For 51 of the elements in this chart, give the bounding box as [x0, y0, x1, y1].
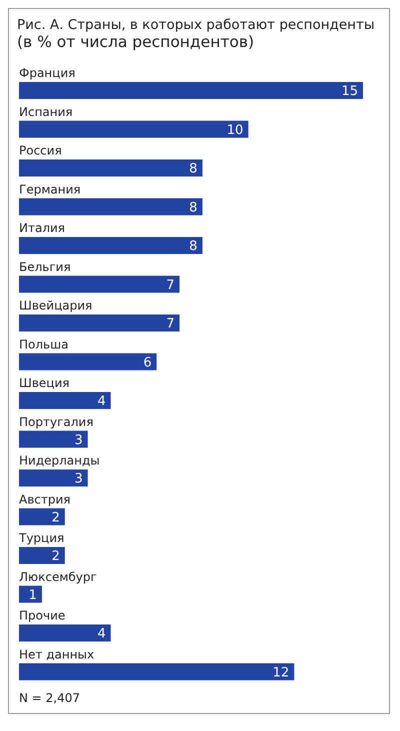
y-tick-label: Германия [19, 182, 81, 196]
y-tick-label: Нидерланды [19, 454, 100, 468]
bar [19, 508, 65, 526]
chart-subtitle: (в % от числа респондентов) [16, 33, 256, 51]
bar [19, 624, 111, 642]
y-tick-label: Швеция [19, 376, 70, 390]
bar [19, 198, 202, 216]
y-tick-label: Нет данных [19, 647, 94, 662]
y-tick-label: Польша [19, 337, 68, 352]
y-tick-label: Португалия [19, 414, 94, 429]
bar [19, 120, 248, 138]
data-label: 8 [189, 239, 198, 254]
bar [19, 353, 157, 370]
data-label: 1 [28, 588, 37, 603]
y-tick-label: Бельгия [19, 260, 71, 274]
y-tick-label: Испания [19, 104, 73, 119]
data-label: 12 [272, 665, 290, 680]
y-tick-label: Швейцария [19, 298, 92, 312]
text: N = 2,407 [18, 691, 82, 707]
chart-title: Рис. А. Страны, в которых работают респонденты [16, 16, 376, 33]
bar [19, 160, 202, 176]
bar [19, 82, 363, 99]
bar [19, 237, 202, 254]
data-label: 3 [74, 472, 83, 487]
bar [19, 276, 180, 293]
y-tick-label: Франция [19, 66, 76, 80]
data-label: 8 [189, 200, 198, 216]
bar [19, 430, 88, 448]
data-label: 7 [166, 278, 175, 293]
data-label: 6 [143, 355, 152, 370]
y-tick-label: Люксембург [19, 570, 97, 584]
data-label: 2 [52, 510, 60, 526]
y-tick-label: Турция [18, 531, 64, 545]
data-label: 7 [166, 316, 175, 332]
y-tick-label: Австрия [19, 492, 71, 506]
data-label: 10 [226, 122, 244, 138]
data-label: 2 [52, 549, 60, 564]
data-label: 15 [341, 84, 358, 100]
data-label: 3 [74, 432, 83, 448]
y-tick-label: Италия [19, 221, 66, 235]
data-label: 4 [97, 626, 106, 642]
y-tick-label: Россия [19, 144, 62, 158]
bar [19, 663, 294, 680]
bar [19, 314, 180, 332]
bar [19, 547, 65, 564]
bar [19, 470, 88, 486]
bar [19, 392, 111, 409]
bar [19, 586, 42, 603]
data-label: 4 [97, 394, 106, 410]
y-tick-label: Прочие [19, 608, 66, 622]
data-label: 8 [189, 162, 198, 177]
